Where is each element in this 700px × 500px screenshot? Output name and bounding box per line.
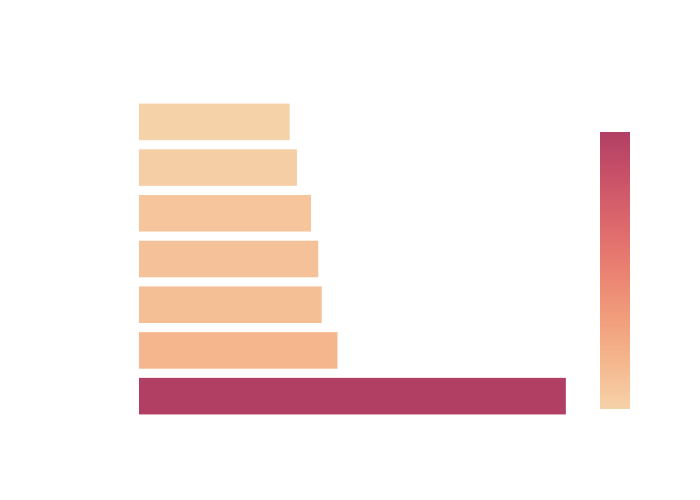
bar-7[interactable] [139, 377, 566, 415]
plot-area [139, 103, 566, 415]
bar-5[interactable] [139, 286, 322, 323]
bar-4[interactable] [139, 240, 319, 278]
bar-2[interactable] [139, 149, 297, 186]
bar-3[interactable] [139, 195, 312, 232]
colorbar [600, 132, 630, 409]
bar-1[interactable] [139, 103, 290, 141]
colorbar-strip [600, 132, 630, 409]
bar-6[interactable] [139, 332, 338, 369]
